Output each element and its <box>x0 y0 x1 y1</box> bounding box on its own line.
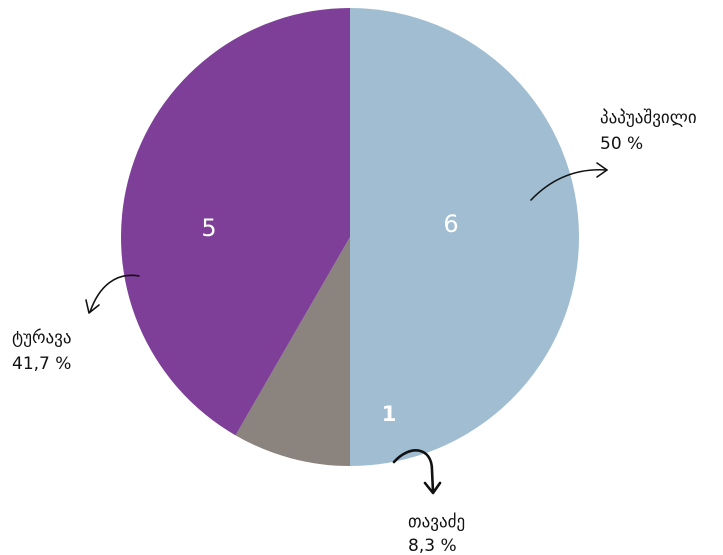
callout-name-papuashvili: პაპუაშვილი <box>600 108 697 128</box>
slice-value-label-tavadze: 1 <box>382 402 397 426</box>
slice-value-label-papuashvili: 6 <box>443 210 458 238</box>
pie-slice-tavadze <box>235 237 350 466</box>
pie-slices <box>120 8 579 466</box>
callout-arrow-papuashvili <box>530 162 608 201</box>
callout-name-turava: ტურავა <box>12 328 72 348</box>
slice-value-label-turava: 5 <box>201 214 216 242</box>
callout-arrow-turava <box>85 274 140 314</box>
callout-arrow-tavadze <box>392 449 442 495</box>
pie-slice-turava <box>120 8 350 436</box>
pie-slice-papuashvili <box>350 8 579 466</box>
callout-percent-turava: 41,7 % <box>12 354 71 374</box>
callout-percent-tavadze: 8,3 % <box>408 536 457 555</box>
callout-percent-papuashvili: 50 % <box>600 134 643 154</box>
callout-name-tavadze: თავაძე <box>408 512 465 532</box>
